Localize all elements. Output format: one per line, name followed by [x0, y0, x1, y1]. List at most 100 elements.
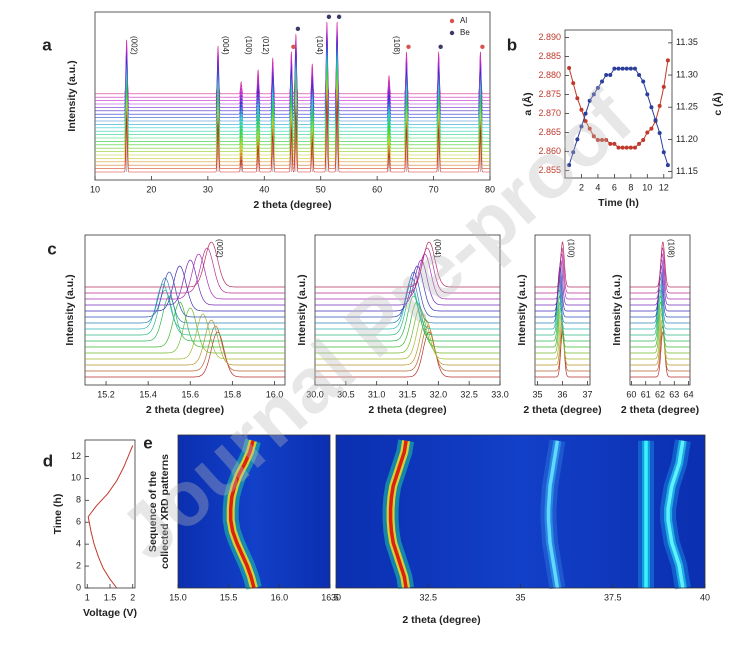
- pattern-trace: [85, 271, 285, 318]
- point: [649, 105, 654, 110]
- y-tick-label: 2.890: [538, 32, 561, 42]
- point: [587, 126, 592, 131]
- x-tick-label: 33.0: [491, 389, 509, 399]
- pattern-trace: [315, 241, 500, 288]
- y-tick-label: 2.880: [538, 70, 561, 80]
- y-axis-label: c (Å): [711, 92, 724, 115]
- point: [620, 145, 625, 150]
- ridge: [546, 440, 560, 589]
- x-tick-label: 31.5: [399, 389, 417, 399]
- pattern-trace: [315, 247, 500, 294]
- point: [583, 119, 588, 124]
- panel-letter: d: [43, 451, 53, 470]
- reference-marker: [326, 14, 332, 19]
- pattern-trace: [315, 301, 500, 348]
- pattern-trace: [630, 325, 690, 372]
- point: [665, 163, 670, 168]
- x-tick-label: 30.5: [337, 389, 355, 399]
- point: [665, 58, 670, 63]
- pattern-trace: [315, 313, 500, 360]
- y-tick-label: 2: [76, 560, 81, 570]
- x-axis-label: 2 theta (degree): [368, 404, 446, 416]
- reference-marker: [480, 44, 485, 49]
- x-axis-label: 2 theta (degree): [402, 614, 480, 626]
- point: [571, 81, 576, 86]
- pattern-trace: [630, 307, 690, 354]
- y-tick-label: 11.20: [676, 134, 698, 144]
- x-tick-label: 31.0: [368, 389, 386, 399]
- point: [567, 163, 572, 168]
- pattern-trace: [85, 259, 285, 306]
- y-tick-label: 11.30: [676, 69, 698, 79]
- pattern-trace: [630, 319, 690, 366]
- x-tick-label: 70: [429, 184, 439, 194]
- point: [583, 111, 588, 116]
- pattern-trace: [85, 265, 285, 312]
- y-tick-label: 11.35: [676, 37, 698, 47]
- reference-marker: [291, 44, 296, 49]
- reference-marker: [295, 26, 301, 31]
- pattern-trace: [630, 331, 690, 378]
- y-axis-label: a (Å): [521, 92, 534, 115]
- panel-letter: b: [507, 35, 517, 54]
- pattern-trace: [315, 331, 500, 378]
- y-tick-label: 2.870: [538, 108, 561, 118]
- x-tick-label: 20: [146, 184, 156, 194]
- point: [649, 126, 654, 131]
- y-axis-label: Intensity (a.u.): [64, 274, 76, 345]
- pattern-trace: [535, 259, 590, 306]
- pattern-trace: [535, 289, 590, 336]
- x-tick-label: 37: [582, 389, 592, 399]
- pattern-trace: [535, 271, 590, 318]
- y-tick-label: 8: [76, 495, 81, 505]
- x-tick-label: 37.5: [604, 592, 622, 602]
- point: [628, 145, 633, 150]
- peak-label: (104): [315, 36, 324, 55]
- pattern-trace: [630, 301, 690, 348]
- y-axis-label: Intensity (a.u.): [516, 274, 528, 345]
- y-tick-label: 0: [76, 582, 81, 592]
- reference-marker: [438, 44, 443, 49]
- point: [608, 141, 613, 146]
- reference-marker: [406, 44, 411, 49]
- y-axis-label: Intensity (a.u.): [296, 274, 308, 345]
- peak-label: (004): [433, 239, 442, 258]
- pattern-trace: [630, 241, 690, 288]
- y-tick-label: 2.855: [538, 165, 561, 175]
- x-tick-label: 15.0: [169, 592, 187, 602]
- y-tick-label: 2.860: [538, 146, 561, 156]
- pattern-trace: [85, 253, 285, 300]
- plot-frame: [94, 11, 491, 181]
- x-tick-label: 12: [659, 182, 669, 192]
- panel-letter: e: [143, 433, 152, 452]
- x-tick-label: 16.0: [271, 592, 289, 602]
- point: [628, 66, 633, 71]
- pattern-trace: [85, 295, 285, 342]
- y-tick-label: 2.875: [538, 89, 561, 99]
- plot-frame: [84, 234, 286, 386]
- x-tick-label: 10: [90, 184, 100, 194]
- pattern-trace: [535, 283, 590, 330]
- point: [632, 145, 637, 150]
- point: [620, 66, 625, 71]
- y-tick-label: 6: [76, 517, 81, 527]
- peak-label: (012): [261, 36, 270, 55]
- ridge: [228, 440, 256, 589]
- point: [641, 79, 646, 84]
- peak-label: (004): [221, 36, 230, 55]
- x-tick-label: 61: [641, 389, 651, 399]
- x-tick-label: 1: [85, 592, 90, 602]
- pattern-trace: [630, 289, 690, 336]
- y-tick-label: 11.25: [676, 102, 698, 112]
- y-tick-label: 2.885: [538, 51, 561, 61]
- peak-label: (002): [129, 36, 138, 55]
- x-tick-label: 35: [532, 389, 542, 399]
- x-tick-label: 32.5: [419, 592, 437, 602]
- x-tick-label: 60: [372, 184, 382, 194]
- pattern-trace: [630, 295, 690, 342]
- x-tick-label: 4: [595, 182, 600, 192]
- pattern-trace: [85, 241, 285, 288]
- point: [624, 66, 629, 71]
- point: [600, 79, 605, 84]
